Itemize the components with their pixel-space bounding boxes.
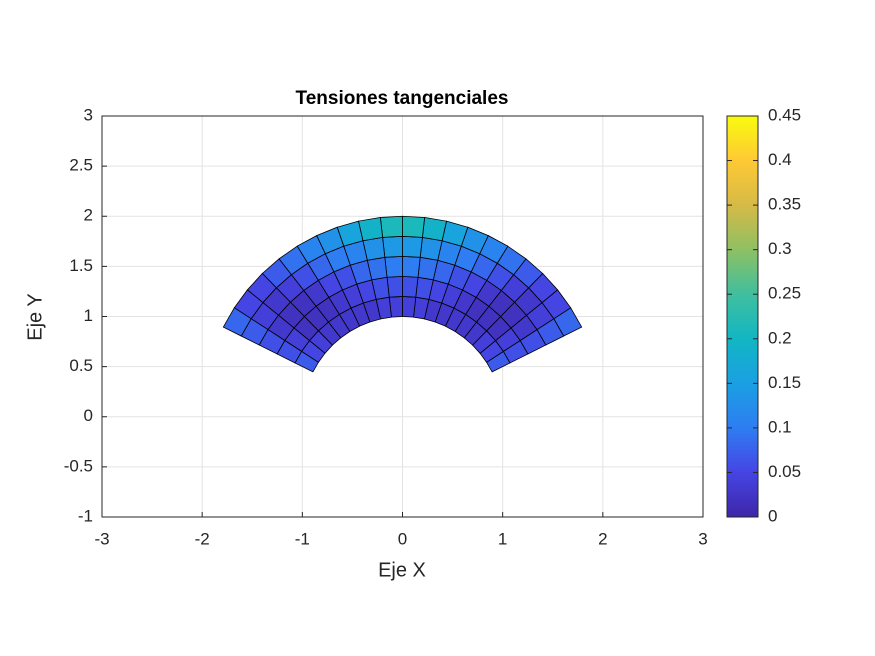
mesh-cell [402,275,419,298]
y-tick-label: 0.5 [69,356,93,375]
y-tick-label: 1.5 [69,256,93,275]
mesh-cell [402,215,426,238]
mesh-cell [382,235,403,258]
y-tick-label: 0 [84,406,93,425]
y-tick-label: 3 [84,105,93,124]
x-tick-label: 0 [398,529,407,548]
y-tick-label: 1 [84,306,93,325]
mesh-cell [222,307,252,337]
colorbar-tick-label: 0.15 [768,373,801,392]
colorbar-tick-label: 0.45 [768,105,801,124]
colorbar-tick-label: 0.35 [768,195,801,214]
colorbar-tick-label: 0.3 [768,239,792,258]
colorbar-tick-label: 0.4 [768,150,792,169]
colorbar-tick-label: 0.05 [768,462,801,481]
x-tick-label: -3 [94,529,109,548]
colorbar [726,115,759,518]
x-tick-label: -1 [295,529,310,548]
colorbar-tick-label: 0.1 [768,417,792,436]
chart-title: Tensiones tangenciales [296,88,509,109]
x-tick-label: 1 [498,529,507,548]
y-axis-label: Eje Y [24,293,46,340]
axes-box [101,115,704,518]
x-tick-label: -2 [195,529,210,548]
colorbar-tick-label: 0 [768,506,777,525]
y-tick-label: 2.5 [69,156,93,175]
mesh-cell [386,275,403,298]
x-tick-label: 2 [598,529,607,548]
colorbar-tick-label: 0.2 [768,328,792,347]
mesh-cell [379,215,403,238]
y-tick-label: -0.5 [64,456,93,475]
mesh-cell [421,217,447,242]
mesh-cell [402,296,417,318]
mesh-cell [402,255,421,278]
x-tick-label: 3 [698,529,707,548]
y-tick-label: 2 [84,206,93,225]
mesh-cell [384,255,403,278]
colorbar-tick-label: 0.25 [768,284,801,303]
y-tick-label: -1 [78,506,93,525]
mesh-cell [419,236,443,261]
mesh-cell [402,235,423,258]
x-axis-label: Eje X [378,559,426,581]
